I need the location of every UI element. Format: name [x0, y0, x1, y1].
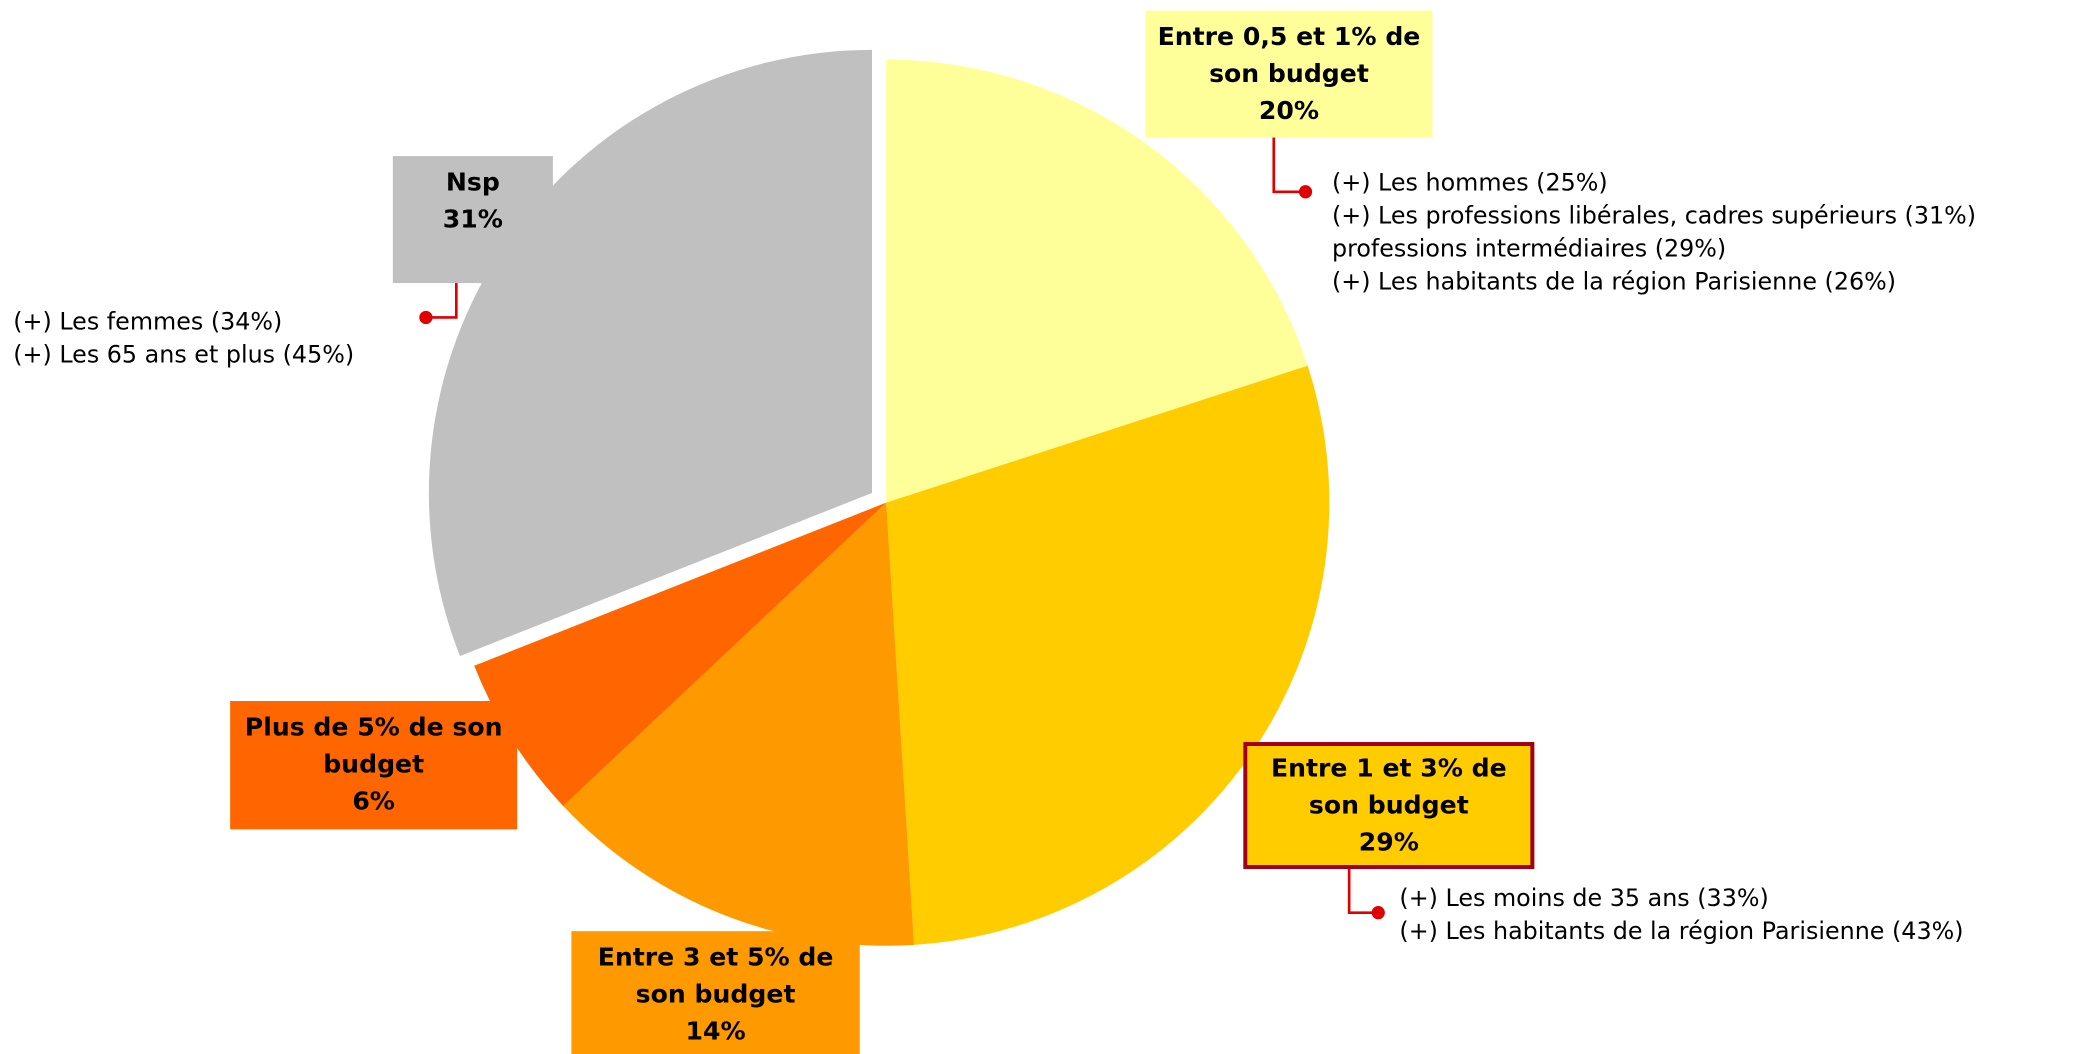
label-box: Entre 3 et 5% de son budget 14%: [571, 931, 860, 1054]
category-label: Entre 1 et 3% de son budget: [1270, 753, 1507, 821]
value-label: 20%: [1258, 96, 1320, 126]
dot: [1298, 185, 1313, 199]
note: (+) Les 65 ans et plus (45%): [13, 341, 355, 370]
note: (+) Les moins de 35 ans (33%): [1399, 884, 1769, 913]
connector: [425, 271, 458, 319]
slices: [428, 49, 1330, 946]
category-label: Nsp: [445, 167, 500, 198]
dot: [419, 310, 433, 325]
slice: [563, 502, 915, 946]
value-label: 31%: [442, 205, 503, 235]
note: (+) Les femmes (34%): [13, 308, 283, 336]
label-box: Plus de 5% de son budget 6%: [230, 701, 518, 830]
category-label: Plus de 5% de son budget: [244, 712, 503, 780]
category-label: Entre 3 et 5% de son budget: [597, 943, 834, 1010]
note: (+) Les habitants de la région Parisienn…: [1399, 917, 1964, 946]
connector: [1272, 137, 1306, 194]
connector-dots: [419, 185, 1385, 920]
label-box: Entre 1 et 3% de son budget 29%: [1243, 742, 1535, 870]
note: professions intermédiaires (29%): [1331, 235, 1727, 264]
category-label: Entre 0,5 et 1% de son budget: [1157, 22, 1421, 89]
value-label: 29%: [1358, 828, 1419, 858]
note: (+) Les habitants de la région Parisienn…: [1331, 268, 1897, 297]
note: (+) Les hommes (25%): [1331, 169, 1608, 198]
note: (+) Les professions libérales, cadres su…: [1331, 202, 1977, 231]
slice: [886, 365, 1330, 945]
value-label: 14%: [685, 1017, 746, 1047]
label-box: Entre 0,5 et 1% de son budget 20%: [1145, 10, 1433, 138]
slice: [474, 502, 887, 806]
connectors: [425, 137, 1379, 914]
connector: [1347, 869, 1379, 914]
dot: [1371, 906, 1385, 920]
slice: [886, 59, 1308, 503]
value-label: 6%: [352, 787, 395, 817]
label-box: Nsp 31%: [392, 156, 553, 284]
